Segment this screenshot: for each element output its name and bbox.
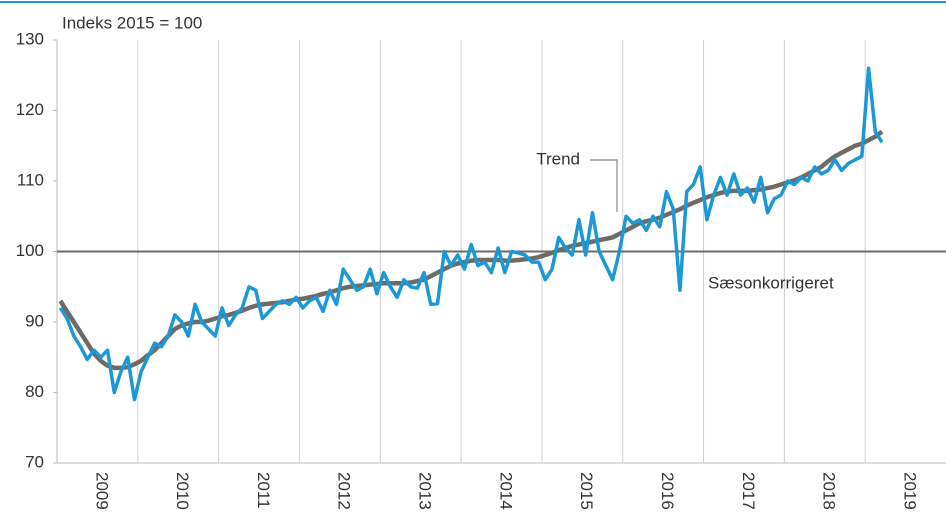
x-tick-label: 2010 xyxy=(173,472,192,510)
y-tick-label: 90 xyxy=(25,311,44,330)
x-tick-label: 2014 xyxy=(496,472,515,510)
x-tick-label: 2018 xyxy=(820,472,839,510)
x-tick-label: 2011 xyxy=(254,472,273,509)
y-tick-label: 130 xyxy=(16,29,44,48)
y-tick-label: 100 xyxy=(16,241,44,260)
sa-annotation: Sæsonkorrigeret xyxy=(708,273,834,292)
y-tick-label: 80 xyxy=(25,382,44,401)
y-tick-label: 70 xyxy=(25,452,44,471)
x-tick-label: 2013 xyxy=(416,472,435,510)
trend-leader xyxy=(590,159,618,212)
x-tick-label: 2012 xyxy=(335,472,354,510)
series-line xyxy=(58,66,884,402)
x-tick-label: 2016 xyxy=(658,472,677,510)
y-tick-label: 110 xyxy=(17,170,44,189)
subtitle: Indeks 2015 = 100 xyxy=(62,13,202,32)
x-tick-label: 2009 xyxy=(92,472,111,510)
x-tick-label: 2019 xyxy=(900,472,919,510)
x-tick-label: 2015 xyxy=(577,472,596,510)
y-tick-label: 120 xyxy=(16,100,44,119)
x-tick-label: 2017 xyxy=(739,472,758,510)
trend-annotation: Trend xyxy=(536,149,580,168)
